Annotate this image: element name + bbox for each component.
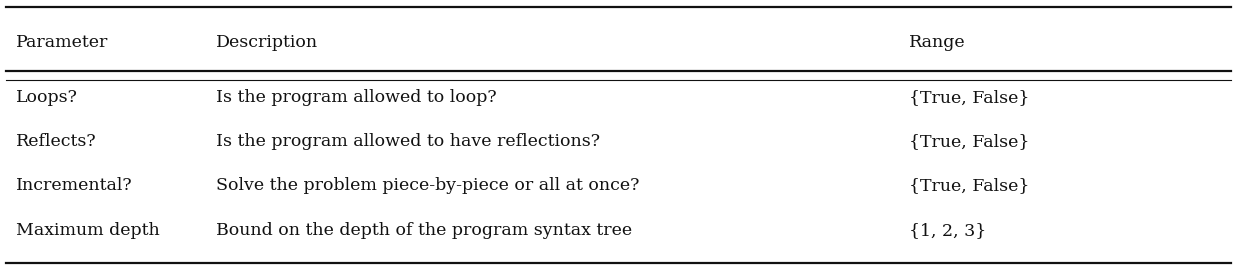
Text: Bound on the depth of the program syntax tree: Bound on the depth of the program syntax…: [216, 222, 632, 239]
Text: Parameter: Parameter: [16, 34, 109, 51]
Text: {1, 2, 3}: {1, 2, 3}: [909, 222, 987, 239]
Text: {True, False}: {True, False}: [909, 133, 1029, 150]
Text: Reflects?: Reflects?: [16, 133, 96, 150]
Text: Loops?: Loops?: [16, 89, 78, 106]
Text: Solve the problem piece-by-piece or all at once?: Solve the problem piece-by-piece or all …: [216, 177, 640, 194]
Text: Incremental?: Incremental?: [16, 177, 132, 194]
Text: Maximum depth: Maximum depth: [16, 222, 160, 239]
Text: {True, False}: {True, False}: [909, 89, 1029, 106]
Text: Range: Range: [909, 34, 966, 51]
Text: Description: Description: [216, 34, 319, 51]
Text: Is the program allowed to loop?: Is the program allowed to loop?: [216, 89, 497, 106]
Text: {True, False}: {True, False}: [909, 177, 1029, 194]
Text: Is the program allowed to have reflections?: Is the program allowed to have reflectio…: [216, 133, 600, 150]
